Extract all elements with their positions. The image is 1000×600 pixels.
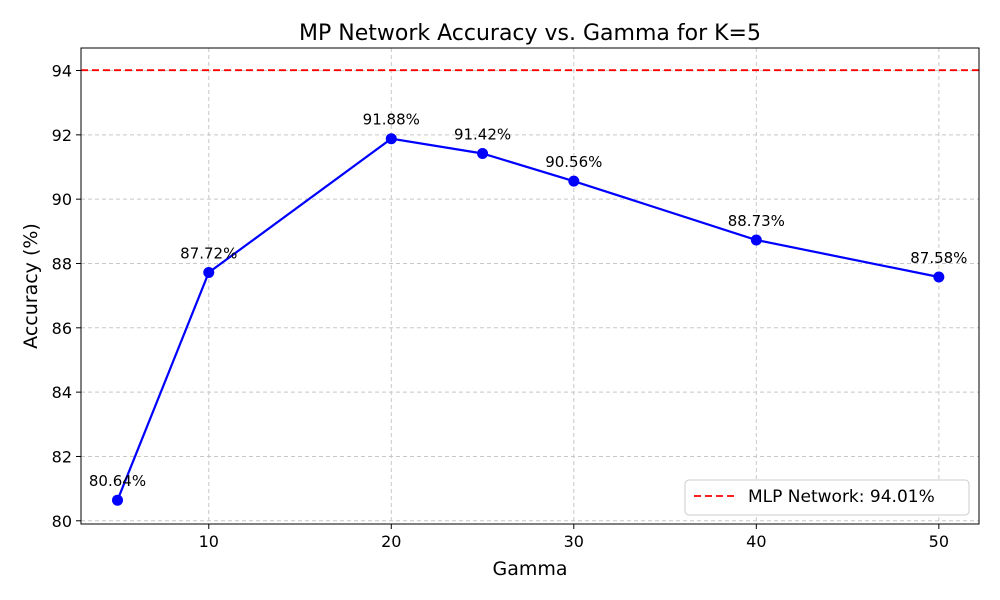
data-point xyxy=(933,271,945,283)
chart-title: MP Network Accuracy vs. Gamma for K=5 xyxy=(299,21,761,46)
x-axis-ticks: 10 20 30 40 50 xyxy=(199,524,949,551)
y-tick-label: 94 xyxy=(52,62,72,81)
data-label: 88.73% xyxy=(728,212,785,230)
y-tick-label: 84 xyxy=(52,383,72,402)
y-tick-label: 80 xyxy=(52,512,72,531)
x-tick-label: 50 xyxy=(929,532,949,551)
data-markers xyxy=(112,133,945,506)
y-axis-ticks: 80 82 84 86 88 90 92 94 xyxy=(52,62,81,531)
x-tick-label: 30 xyxy=(564,532,584,551)
x-tick-label: 40 xyxy=(746,532,766,551)
y-axis-label: Accuracy (%) xyxy=(20,223,42,349)
data-point xyxy=(568,175,580,187)
legend-box xyxy=(684,479,970,516)
x-axis-label: Gamma xyxy=(492,558,567,580)
y-tick-label: 86 xyxy=(52,319,72,338)
data-label: 87.72% xyxy=(180,244,237,262)
data-point xyxy=(112,494,124,506)
y-tick-label: 90 xyxy=(52,190,72,209)
y-tick-label: 82 xyxy=(52,447,72,466)
y-tick-label: 88 xyxy=(52,254,72,273)
data-point xyxy=(203,266,215,278)
data-label: 91.42% xyxy=(454,125,511,143)
data-labels: 80.64% 87.72% 91.88% 91.42% 90.56% 88.73% 87.5… xyxy=(89,111,968,491)
x-tick-label: 10 xyxy=(199,532,219,551)
data-label: 91.88% xyxy=(363,111,420,129)
x-tick-label: 20 xyxy=(381,532,401,551)
legend: MLP Network: 94.01% xyxy=(684,479,970,516)
legend-label: MLP Network: 94.01% xyxy=(748,487,935,507)
data-label: 87.58% xyxy=(910,249,967,267)
y-tick-label: 92 xyxy=(52,126,72,145)
data-point xyxy=(385,133,397,145)
data-label: 90.56% xyxy=(545,153,602,171)
plot-frame xyxy=(80,47,980,525)
data-label: 80.64% xyxy=(89,472,146,490)
data-point xyxy=(750,234,762,246)
data-point xyxy=(477,147,489,159)
